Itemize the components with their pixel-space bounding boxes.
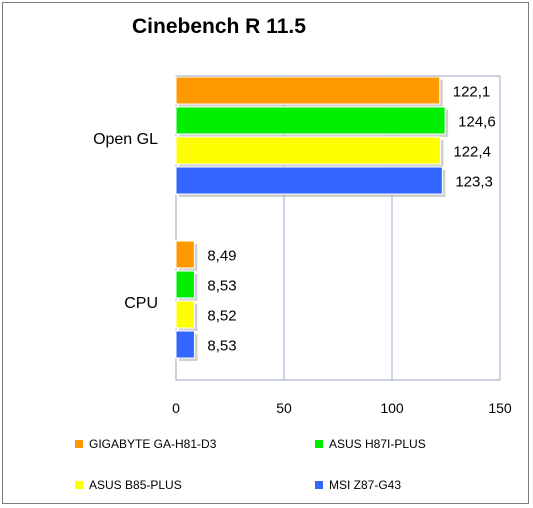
legend-item-gigabyte: GIGABYTE GA-H81-D3 (75, 437, 216, 451)
x-tick-label-100: 100 (380, 400, 404, 416)
legend-label-msi: MSI Z87-G43 (329, 478, 402, 492)
legend: GIGABYTE GA-H81-D3 ASUS H87I-PLUS ASUS B… (3, 3, 530, 503)
legend-item-asus-h87i: ASUS H87I-PLUS (315, 437, 426, 451)
data-label-0-0: 122,1 (453, 84, 491, 101)
legend-swatch-msi (315, 481, 323, 489)
legend-label-asus-b85: ASUS B85-PLUS (89, 478, 182, 492)
data-label-1-2: 8,52 (207, 308, 236, 325)
category-label-1: CPU (124, 295, 158, 312)
bar-1-2 (175, 300, 195, 329)
data-label-0-3: 123,3 (455, 174, 493, 191)
bar-0-1 (175, 106, 446, 135)
chart-frame: Cinebench R 11.5 0 50 100 150 Open GL 122,1 12… (2, 2, 529, 504)
chart-title: Cinebench R 11.5 (132, 15, 306, 38)
bar-0-3 (175, 166, 443, 195)
legend-item-asus-b85: ASUS B85-PLUS (75, 478, 182, 492)
category-label-0: Open GL (93, 131, 158, 148)
bar-0-2 (175, 136, 441, 165)
bar-1-3 (175, 330, 195, 359)
x-tick-label-150: 150 (488, 400, 512, 416)
legend-swatch-asus-b85 (75, 481, 83, 489)
data-label-0-1: 124,6 (458, 114, 496, 131)
legend-swatch-gigabyte (75, 440, 83, 448)
data-label-0-2: 122,4 (453, 144, 491, 161)
legend-swatch-asus-h87i (315, 440, 323, 448)
legend-label-gigabyte: GIGABYTE GA-H81-D3 (89, 437, 217, 451)
bar-chart: 0 50 100 150 Open GL 122,1 124,6 122,4 123,3 CPU 8… (93, 75, 512, 416)
data-label-1-3: 8,53 (207, 338, 236, 355)
x-tick-label-0: 0 (172, 400, 180, 416)
legend-label-asus-h87i: ASUS H87I-PLUS (329, 437, 426, 451)
bar-1-1 (175, 270, 195, 299)
bar-0-0 (175, 76, 441, 105)
legend-item-msi: MSI Z87-G43 (315, 478, 401, 492)
data-label-1-1: 8,53 (207, 278, 236, 295)
x-tick-label-50: 50 (276, 400, 292, 416)
data-label-1-0: 8,49 (207, 248, 236, 265)
bar-1-0 (175, 240, 195, 269)
